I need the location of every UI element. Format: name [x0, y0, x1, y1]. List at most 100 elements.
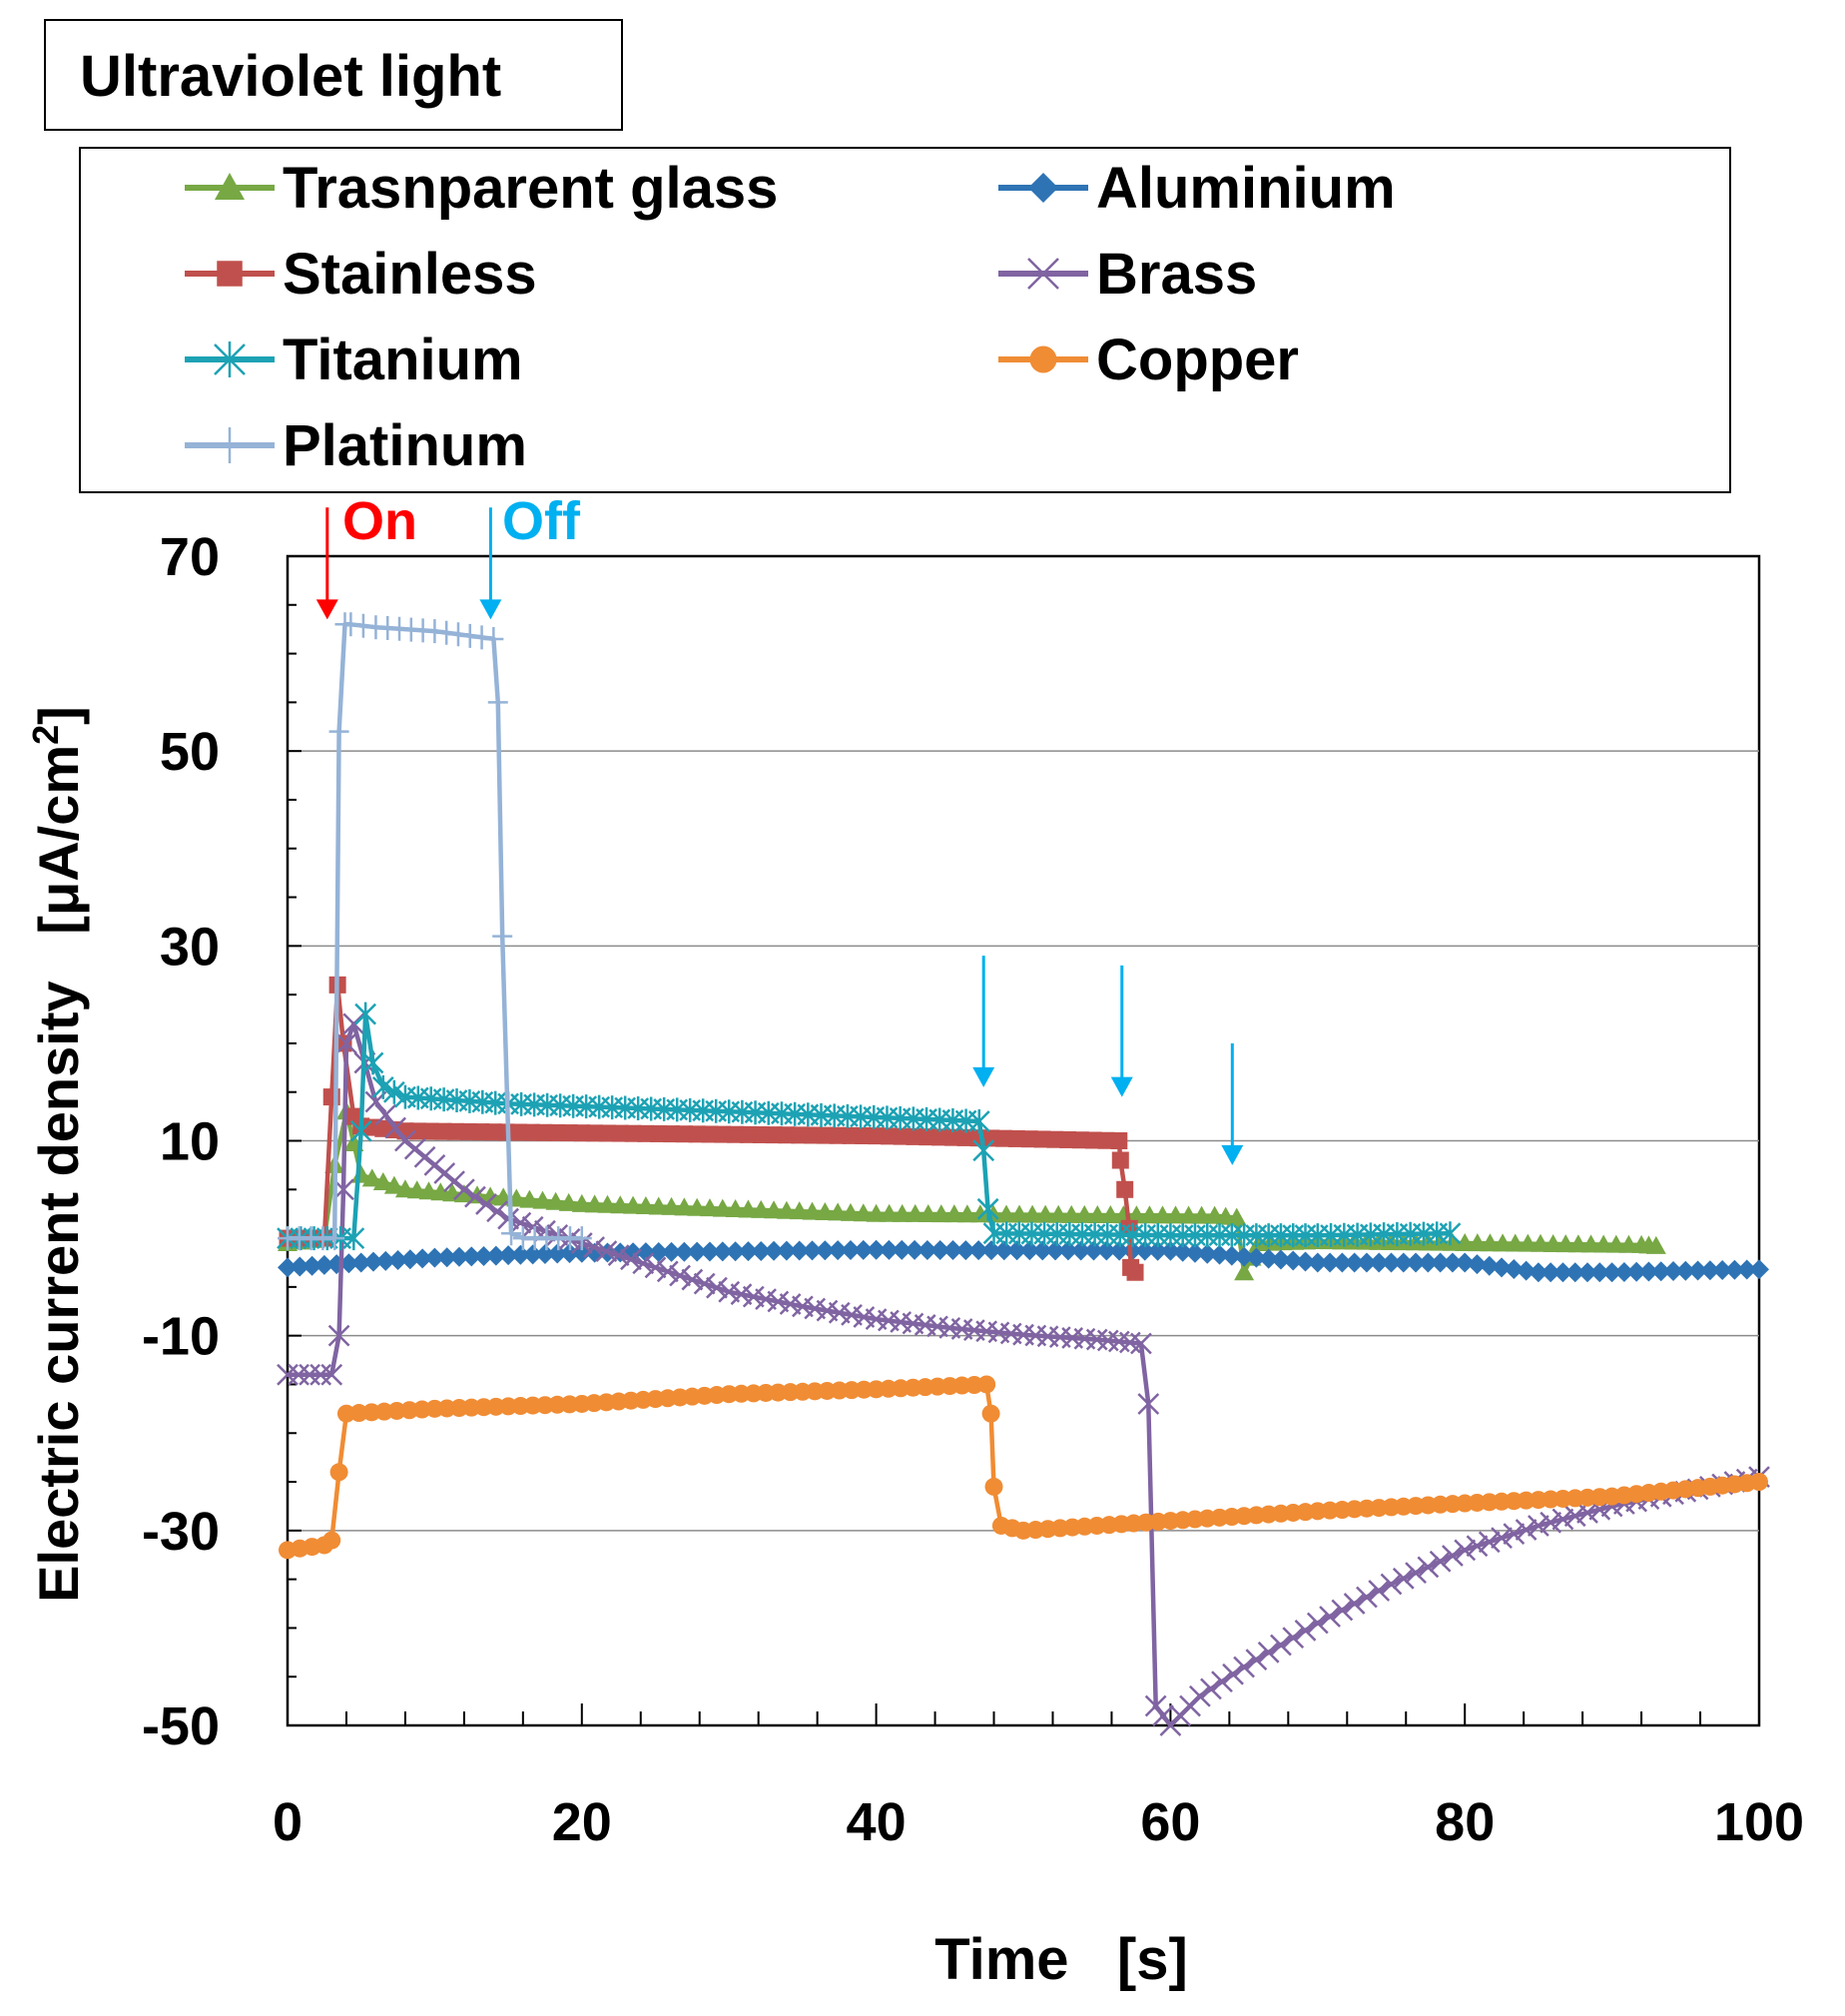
data-point: [424, 1247, 445, 1268]
data-point: [1480, 1233, 1501, 1252]
data-point: [1139, 1205, 1160, 1224]
data-point: [1319, 1606, 1341, 1628]
data-point: [1618, 1234, 1639, 1253]
data-point: [853, 1239, 874, 1260]
arrow-head: [315, 599, 338, 620]
data-point: [663, 1125, 681, 1143]
data-point: [487, 690, 508, 715]
data-point: [892, 1203, 913, 1222]
data-point: [217, 261, 243, 287]
data-point: [701, 1125, 719, 1143]
data-point: [1087, 1204, 1108, 1223]
data-point: [815, 1240, 836, 1261]
data-point: [1109, 1240, 1130, 1261]
data-point: [919, 1128, 936, 1146]
data-point: [313, 1254, 334, 1275]
data-point: [1191, 1205, 1212, 1224]
data-point: [384, 1116, 406, 1139]
data-point: [687, 1197, 708, 1216]
data-point: [1381, 1252, 1402, 1273]
data-point: [214, 341, 246, 377]
data-point: [349, 1118, 372, 1143]
data-point: [1518, 1233, 1538, 1252]
data-point: [752, 1125, 770, 1143]
data-point: [1061, 1204, 1082, 1223]
data-point: [675, 1125, 693, 1143]
data-point: [699, 1198, 720, 1217]
data-point: [1019, 1240, 1040, 1261]
data-point: [1601, 1262, 1622, 1283]
data-point: [1749, 1259, 1769, 1280]
data-point: [597, 1194, 618, 1213]
data-point: [1226, 1207, 1247, 1226]
data-point: [1505, 1233, 1526, 1252]
data-point: [967, 1108, 990, 1133]
legend: Trasnparent glass Stainless Titanium Platin…: [79, 147, 1731, 493]
data-point: [424, 619, 445, 644]
data-point: [789, 1240, 810, 1261]
data-point: [320, 1363, 343, 1386]
data-point: [1439, 1221, 1462, 1246]
x-axis-label: Time [s]: [934, 1927, 1188, 1992]
data-point: [362, 1251, 383, 1272]
data-point: [712, 1198, 733, 1217]
series-layer: [277, 612, 1770, 1736]
data-point: [699, 1241, 720, 1262]
data-point: [1282, 1627, 1305, 1650]
data-point: [342, 1012, 365, 1035]
data-point: [277, 1363, 299, 1386]
chart-title-box: Ultraviolet light: [44, 19, 623, 131]
y-axis-label-close: ]: [27, 706, 90, 725]
data-point: [632, 1252, 655, 1275]
data-point: [842, 1126, 860, 1144]
data-point: [1257, 1641, 1280, 1664]
data-point: [738, 1199, 759, 1218]
data-point: [299, 1363, 320, 1386]
data-point: [969, 1204, 990, 1223]
data-point: [1515, 1519, 1538, 1541]
data-point: [1283, 1250, 1304, 1271]
data-point: [1184, 1242, 1205, 1263]
data-point: [571, 1226, 592, 1251]
data-point: [1320, 1252, 1341, 1273]
data-point: [905, 1203, 925, 1222]
data-point: [1083, 1240, 1104, 1261]
data-point: [1028, 173, 1058, 203]
data-point: [1331, 1599, 1354, 1622]
data-point: [448, 1246, 469, 1267]
data-point: [1418, 1252, 1439, 1273]
data-point: [372, 1171, 393, 1190]
data-point: [1007, 1129, 1025, 1147]
data-point: [559, 1243, 580, 1264]
data-point: [1356, 1586, 1378, 1609]
data-point: [1540, 1262, 1561, 1283]
data-point: [1576, 1502, 1598, 1524]
data-point: [607, 1244, 630, 1267]
data-point: [399, 1249, 420, 1270]
data-point: [1650, 1261, 1671, 1282]
data-point: [288, 1363, 309, 1386]
data-point: [706, 1276, 728, 1299]
data-point: [1555, 1234, 1576, 1253]
data-point: [480, 1186, 501, 1205]
data-point: [1528, 1515, 1549, 1537]
data-point: [1270, 1249, 1291, 1270]
data-point: [1380, 1573, 1403, 1596]
data-point: [1172, 1241, 1193, 1262]
data-point: [1503, 1523, 1526, 1545]
data-point: [350, 1252, 371, 1273]
legend-item: Brass: [998, 242, 1257, 307]
data-point: [1160, 1240, 1181, 1261]
data-point: [475, 1193, 497, 1215]
data-point: [1048, 1204, 1069, 1223]
data-point: [1442, 1545, 1464, 1567]
data-point: [840, 1202, 861, 1221]
data-point: [1144, 1694, 1167, 1717]
data-point: [956, 1128, 974, 1146]
legend-label: Titanium: [283, 328, 523, 392]
y-axis-label-main: Electric current density [μA/cm: [27, 745, 90, 1603]
data-point: [1009, 1204, 1030, 1223]
data-point: [1430, 1252, 1451, 1273]
series-platinum: [278, 612, 592, 1251]
data-point: [1074, 1204, 1095, 1223]
